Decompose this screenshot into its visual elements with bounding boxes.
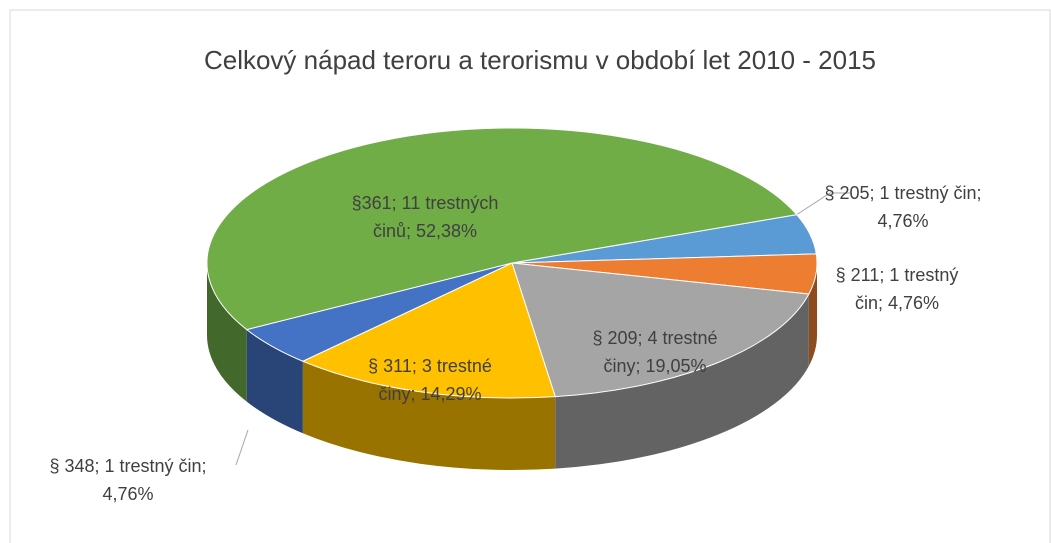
pie-side <box>555 293 809 469</box>
data-label: § 209; 4 trestné činy; 19,05% <box>592 328 717 376</box>
data-label: § 348; 1 trestný čin; 4,76% <box>49 456 206 504</box>
pie-slice <box>301 262 556 399</box>
pie-slice <box>511 262 810 398</box>
data-label: § 211; 1 trestný čin; 4,76% <box>836 265 959 313</box>
data-label: § 311; 3 trestné činy; 14,29% <box>368 356 492 404</box>
data-label: § 205; 1 trestný čin; 4,76% <box>824 183 981 231</box>
chart-title: Celkový nápad teroru a terorismu v obdob… <box>204 45 876 75</box>
pie-slice <box>206 127 798 331</box>
pie-side <box>808 263 817 366</box>
leader-line <box>235 429 249 466</box>
pie-side <box>302 361 556 470</box>
data-label: §361; 11 trestných činů; 52,38% <box>352 193 499 241</box>
